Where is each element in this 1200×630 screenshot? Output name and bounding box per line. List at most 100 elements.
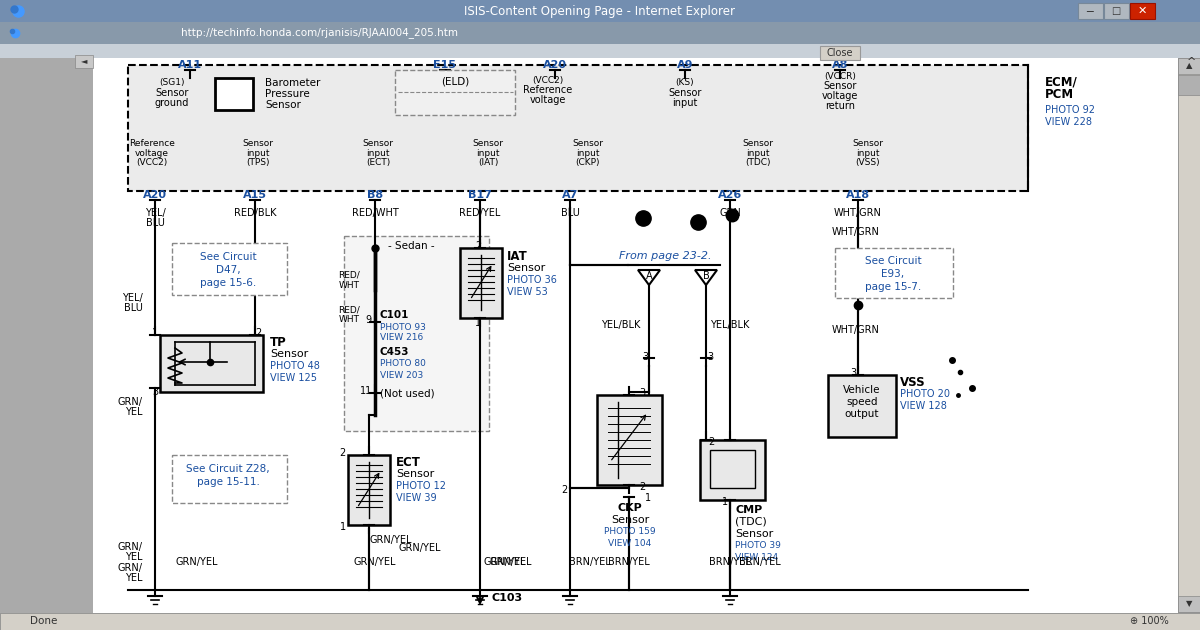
Text: Sensor: Sensor — [242, 139, 274, 147]
Text: GRN/YEL: GRN/YEL — [484, 557, 527, 567]
Text: VIEW 39: VIEW 39 — [396, 493, 437, 503]
Bar — [710, 450, 755, 488]
Text: (ECT): (ECT) — [366, 159, 390, 168]
Text: 3: 3 — [638, 388, 646, 398]
Text: YEL/BLK: YEL/BLK — [710, 320, 749, 330]
Text: VIEW 228: VIEW 228 — [1045, 117, 1092, 127]
Text: A11: A11 — [178, 60, 202, 70]
Text: 11: 11 — [360, 386, 372, 396]
Text: 1: 1 — [152, 328, 158, 338]
Text: input: input — [366, 149, 390, 158]
Text: VIEW 53: VIEW 53 — [508, 287, 547, 297]
Text: 2: 2 — [708, 437, 714, 447]
Text: B: B — [703, 271, 709, 281]
Text: Sensor: Sensor — [155, 88, 188, 98]
Text: PHOTO 159: PHOTO 159 — [604, 527, 656, 537]
Text: VIEW 128: VIEW 128 — [900, 401, 947, 411]
Text: - Sedan -: - Sedan - — [388, 241, 434, 251]
Bar — [1178, 75, 1200, 95]
Bar — [74, 55, 94, 68]
Text: Sensor: Sensor — [396, 469, 434, 479]
Text: Sensor: Sensor — [743, 139, 774, 147]
Text: 2: 2 — [475, 241, 481, 251]
Text: Sensor: Sensor — [265, 100, 301, 110]
Text: ─: ─ — [1087, 6, 1093, 16]
Text: PHOTO 20: PHOTO 20 — [900, 389, 950, 399]
Bar — [1178, 58, 1200, 612]
Text: 3: 3 — [642, 352, 648, 362]
Text: (TDC): (TDC) — [745, 159, 770, 168]
Text: PHOTO 36: PHOTO 36 — [508, 275, 557, 285]
Text: See Circuit: See Circuit — [199, 252, 257, 262]
Text: page 15-7.: page 15-7. — [865, 282, 922, 292]
Bar — [820, 46, 860, 60]
Bar — [0, 613, 1200, 630]
Bar — [1178, 58, 1200, 74]
Text: PHOTO 80: PHOTO 80 — [380, 360, 426, 369]
Text: ground: ground — [155, 98, 190, 108]
Bar — [344, 236, 490, 431]
Text: Sensor: Sensor — [734, 529, 773, 539]
Text: GRN/: GRN/ — [118, 542, 143, 552]
Text: D47,: D47, — [216, 265, 240, 275]
Text: BRN/YEL: BRN/YEL — [608, 557, 650, 567]
Text: (SG1): (SG1) — [160, 79, 185, 88]
Text: output: output — [845, 409, 880, 419]
Text: (IAT): (IAT) — [478, 159, 498, 168]
Text: Close: Close — [827, 48, 853, 58]
Bar — [215, 78, 253, 110]
Text: speed: speed — [846, 397, 877, 407]
Bar — [128, 65, 1028, 191]
Text: (ELD): (ELD) — [440, 77, 469, 87]
Text: From page 23-2.: From page 23-2. — [619, 251, 712, 261]
Text: A20: A20 — [542, 60, 568, 70]
Bar — [160, 335, 263, 392]
Text: ✕: ✕ — [1138, 6, 1147, 16]
Text: E93,: E93, — [882, 269, 905, 279]
Text: VIEW 203: VIEW 203 — [380, 370, 424, 379]
Text: ISIS-Content Opening Page - Internet Explorer: ISIS-Content Opening Page - Internet Exp… — [464, 4, 736, 18]
Bar — [94, 58, 1178, 613]
Text: voltage: voltage — [134, 149, 169, 158]
Text: (VSS): (VSS) — [856, 159, 881, 168]
Bar — [0, 22, 1200, 44]
Text: 2: 2 — [638, 482, 646, 492]
Text: return: return — [826, 101, 854, 111]
Text: Barometer: Barometer — [265, 78, 320, 88]
Bar — [0, 0, 1200, 22]
Text: A18: A18 — [846, 190, 870, 200]
Text: http://techinfo.honda.com/rjanisis/RJAAI004_205.htm: http://techinfo.honda.com/rjanisis/RJAAI… — [181, 28, 458, 38]
Bar — [395, 70, 515, 115]
Text: A15: A15 — [242, 190, 266, 200]
Text: (VCC2): (VCC2) — [137, 159, 168, 168]
Text: (TPS): (TPS) — [246, 159, 270, 168]
Text: ^: ^ — [1187, 57, 1196, 67]
Bar — [348, 455, 390, 525]
Text: 2: 2 — [562, 485, 568, 495]
Text: 2: 2 — [254, 328, 262, 338]
Text: Sensor: Sensor — [668, 88, 702, 98]
Text: page 15-6.: page 15-6. — [200, 278, 256, 288]
Text: ⊕ 100%: ⊕ 100% — [1130, 616, 1169, 626]
Text: voltage: voltage — [530, 95, 566, 105]
Text: A26: A26 — [718, 190, 742, 200]
Text: (VCCR): (VCCR) — [824, 71, 856, 81]
Bar — [1104, 3, 1129, 19]
Text: Sensor: Sensor — [611, 515, 649, 525]
Text: See Circuit: See Circuit — [865, 256, 922, 266]
Text: VIEW 125: VIEW 125 — [270, 373, 317, 383]
Text: A9: A9 — [677, 60, 694, 70]
Text: □: □ — [1111, 6, 1121, 16]
Text: Sensor: Sensor — [852, 139, 883, 147]
Text: YEL: YEL — [126, 573, 143, 583]
Text: WHT/GRN: WHT/GRN — [832, 325, 880, 335]
Text: ▼: ▼ — [1186, 600, 1193, 609]
Text: PCM: PCM — [1045, 88, 1074, 101]
Text: PHOTO 12: PHOTO 12 — [396, 481, 446, 491]
Text: PHOTO 39: PHOTO 39 — [734, 542, 781, 551]
Text: A20: A20 — [143, 190, 167, 200]
Text: input: input — [246, 149, 270, 158]
Text: PHOTO 93: PHOTO 93 — [380, 323, 426, 331]
Text: PHOTO 48: PHOTO 48 — [270, 361, 320, 371]
Text: BRN/YEL: BRN/YEL — [709, 557, 751, 567]
